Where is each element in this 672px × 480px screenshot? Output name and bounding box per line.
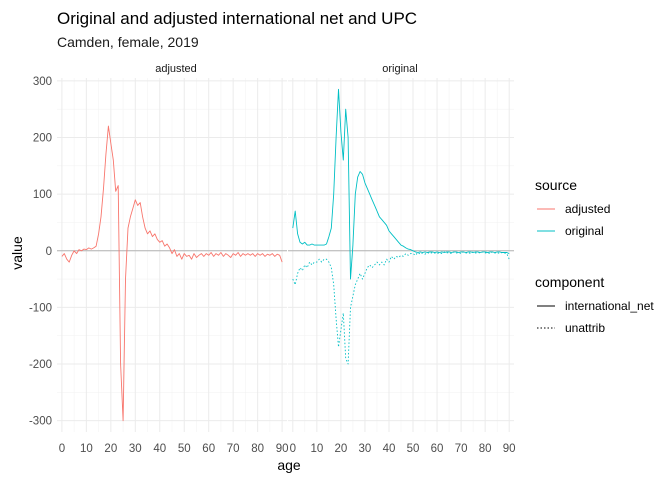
chart-title: Original and adjusted international net … <box>57 9 417 28</box>
x-tick-label: 30 <box>129 443 142 455</box>
x-tick-label: 80 <box>479 443 492 455</box>
x-axis-ticks: 0 10 20 30 40 50 60 70 80 90 0 10 20 30 40 50 60 70 80 90 <box>59 443 516 455</box>
legend-label-international-net: international_net <box>565 299 654 313</box>
legend-title-component: component <box>535 274 604 290</box>
gridlines <box>57 78 514 432</box>
x-tick-label: 30 <box>359 443 372 455</box>
facet-strips: adjusted original <box>155 63 418 75</box>
legend-label-original: original <box>565 224 604 238</box>
x-tick-label: 50 <box>407 443 420 455</box>
x-tick-label: 40 <box>153 443 166 455</box>
y-tick-label: -200 <box>29 359 52 371</box>
x-tick-label: 60 <box>202 443 215 455</box>
x-tick-label: 40 <box>383 443 396 455</box>
x-tick-label: 90 <box>276 443 289 455</box>
legend-label-adjusted: adjusted <box>565 202 610 216</box>
series-line-original-international-net <box>292 88 510 280</box>
x-tick-label: 10 <box>80 443 93 455</box>
y-axis-title: value <box>9 236 25 270</box>
x-tick-label: 10 <box>310 443 323 455</box>
x-tick-label: 20 <box>334 443 347 455</box>
x-tick-label: 80 <box>251 443 264 455</box>
x-tick-label: 50 <box>178 443 191 455</box>
x-tick-label: 90 <box>503 443 516 455</box>
y-tick-label: 200 <box>33 132 52 144</box>
y-tick-label: -300 <box>29 416 52 428</box>
facet-label-original: original <box>382 63 417 75</box>
legend-label-unattrib: unattrib <box>565 321 605 335</box>
facet-label-adjusted: adjusted <box>155 63 197 75</box>
x-tick-label: 0 <box>290 443 296 455</box>
y-tick-label: 300 <box>33 76 52 88</box>
x-tick-label: 70 <box>227 443 240 455</box>
y-tick-label: -100 <box>29 302 52 314</box>
chart-subtitle: Camden, female, 2019 <box>57 34 199 50</box>
y-axis-ticks: -300 -200 -100 0 100 200 300 <box>29 76 52 428</box>
series-line-adjusted-international-net <box>61 125 283 422</box>
legend: source adjusted original component inter… <box>535 177 654 335</box>
x-tick-label: 20 <box>104 443 117 455</box>
x-axis-title: age <box>277 457 301 473</box>
y-tick-label: 0 <box>46 246 52 258</box>
y-tick-label: 100 <box>33 189 52 201</box>
series-lines <box>61 88 510 422</box>
x-tick-label: 0 <box>59 443 65 455</box>
legend-title-source: source <box>535 177 577 193</box>
series-line-original-unattrib <box>292 251 510 365</box>
x-tick-label: 70 <box>455 443 468 455</box>
x-tick-label: 60 <box>431 443 444 455</box>
